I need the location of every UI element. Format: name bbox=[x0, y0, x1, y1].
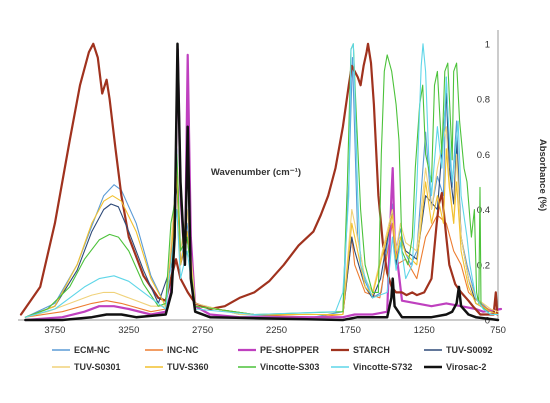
series-line-tuv-s360 bbox=[24, 148, 499, 318]
legend-entry-tuv-s0301: TUV-S0301 bbox=[52, 362, 121, 372]
x-tick-label: 1250 bbox=[414, 325, 435, 336]
series-line-vincotte-s732 bbox=[24, 43, 499, 318]
series-line-pe-shopper bbox=[24, 48, 503, 322]
series-layer bbox=[19, 42, 503, 322]
series-line-ecm-nc bbox=[24, 57, 499, 318]
y-axis-title: Absorbance (%) bbox=[537, 139, 548, 211]
legend-entry-virosac-2: Virosac-2 bbox=[424, 362, 486, 372]
legend: ECM-NC INC-NC PE-SHOPPER STARCH TUV-S0092 TUV… bbox=[52, 345, 493, 372]
series-line-virosac-2 bbox=[24, 42, 500, 322]
legend-entry-pe-shopper: PE-SHOPPER bbox=[238, 345, 320, 355]
series-line-vincotte-s303 bbox=[24, 43, 499, 318]
legend-label: STARCH bbox=[353, 345, 390, 355]
legend-entry-starch: STARCH bbox=[331, 345, 390, 355]
y-tick-label: 0.8 bbox=[477, 95, 490, 106]
legend-entry-tuv-s0092: TUV-S0092 bbox=[424, 345, 493, 355]
legend-entry-ecm-nc: ECM-NC bbox=[52, 345, 110, 355]
y-tick-label: 0.6 bbox=[477, 150, 490, 161]
legend-label: PE-SHOPPER bbox=[260, 345, 320, 355]
x-tick-label: 750 bbox=[490, 325, 506, 336]
series-line-tuv-s0092 bbox=[24, 92, 499, 318]
legend-label: Vincotte-S732 bbox=[353, 362, 412, 372]
x-axis-title: Wavenumber (cm⁻¹) bbox=[211, 167, 301, 178]
x-tick-label: 2750 bbox=[192, 325, 213, 336]
legend-entry-vincotte-s732: Vincotte-S732 bbox=[331, 362, 412, 372]
legend-entry-vincotte-s303: Vincotte-S303 bbox=[238, 362, 319, 372]
legend-label: TUV-S0301 bbox=[74, 362, 121, 372]
series-line-starch bbox=[19, 42, 499, 316]
legend-label: TUV-S0092 bbox=[446, 345, 493, 355]
legend-label: TUV-S360 bbox=[167, 362, 209, 372]
y-tick-label: 0 bbox=[485, 316, 490, 327]
x-tick-label: 3750 bbox=[44, 325, 65, 336]
legend-entry-inc-nc: INC-NC bbox=[145, 345, 199, 355]
y-tick-labels: 0 0.2 0.4 0.6 0.8 1 bbox=[477, 39, 490, 326]
x-tick-labels: 3750 3250 2750 2250 1750 1250 750 bbox=[44, 325, 506, 336]
x-tick-label: 2250 bbox=[266, 325, 287, 336]
legend-entry-tuv-s360: TUV-S360 bbox=[145, 362, 209, 372]
legend-label: Vincotte-S303 bbox=[260, 362, 319, 372]
y-tick-label: 1 bbox=[485, 39, 490, 50]
legend-label: ECM-NC bbox=[74, 345, 110, 355]
legend-label: Virosac-2 bbox=[446, 362, 486, 372]
x-tick-label: 3250 bbox=[118, 325, 139, 336]
y-tick-label: 0.2 bbox=[477, 260, 490, 271]
x-tick-label: 1750 bbox=[340, 325, 361, 336]
y-tick-label: 0.4 bbox=[477, 205, 490, 216]
legend-label: INC-NC bbox=[167, 345, 199, 355]
